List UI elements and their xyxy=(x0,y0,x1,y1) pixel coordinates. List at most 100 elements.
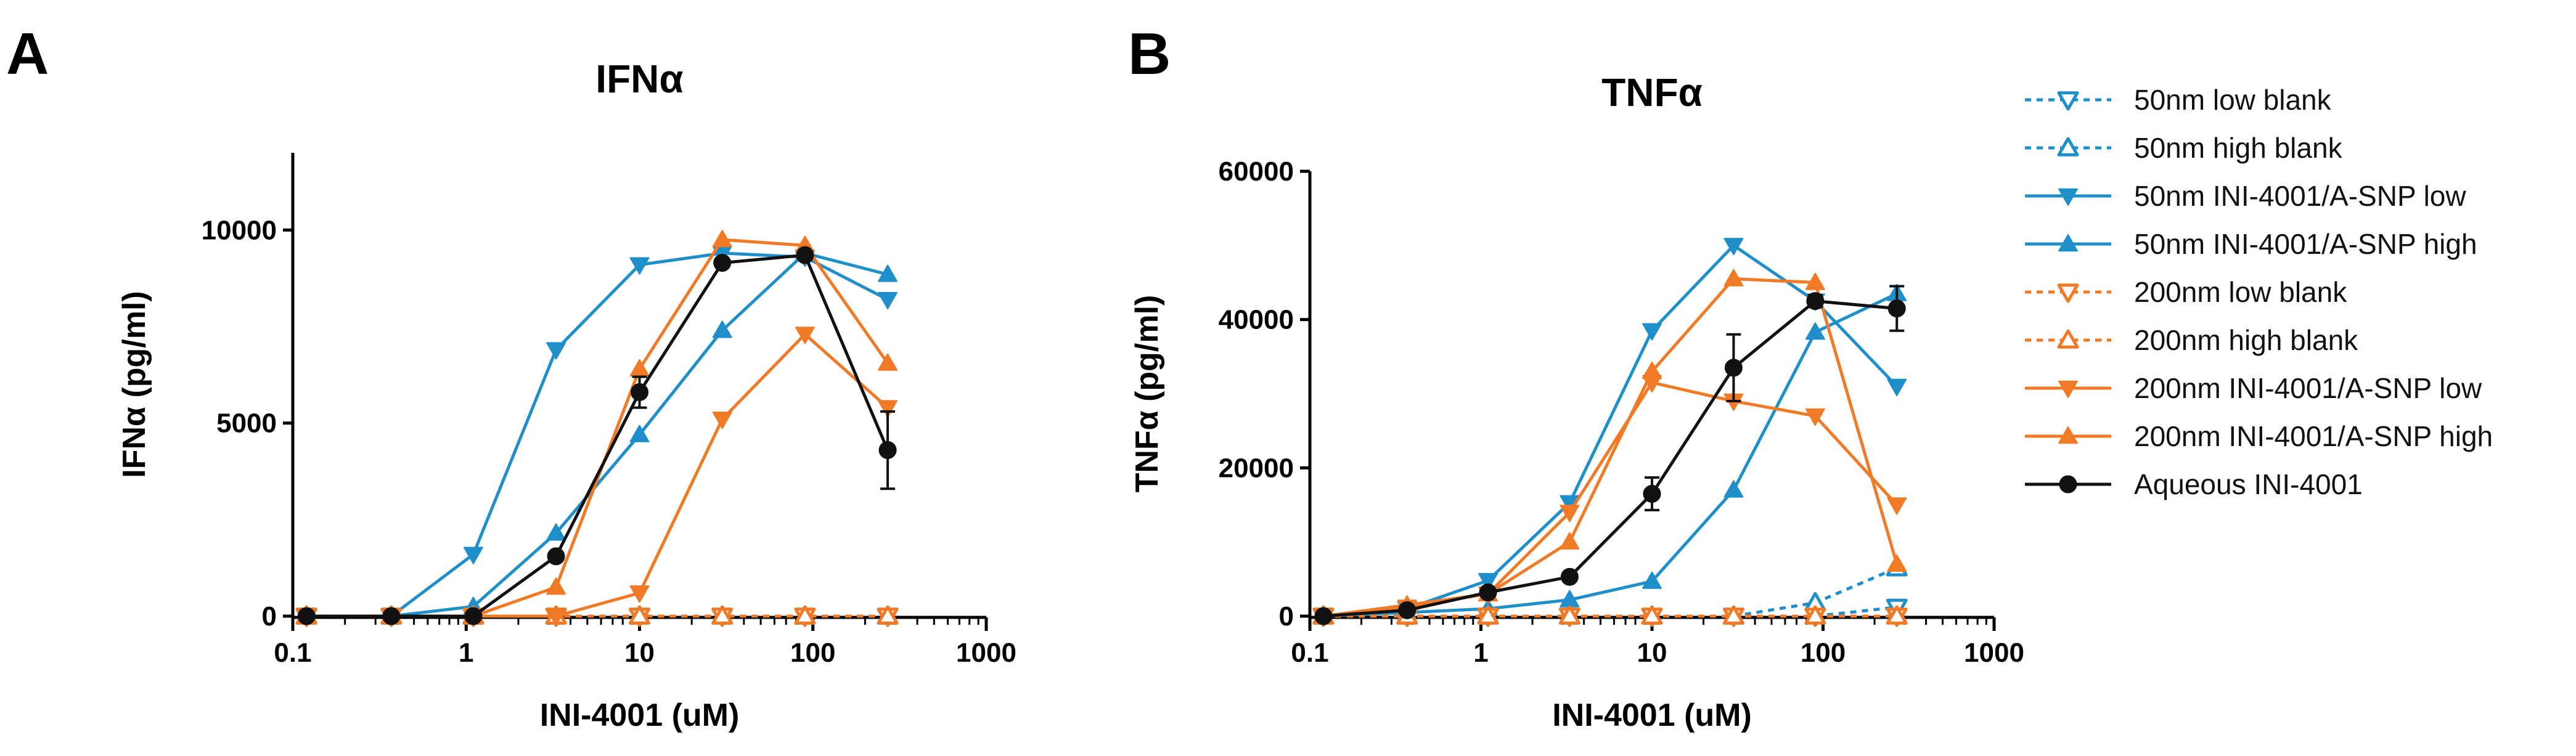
y-axis-label: TNFα (pg/ml) xyxy=(1129,295,1165,493)
data-point xyxy=(546,577,566,595)
data-point xyxy=(1805,408,1825,426)
data-point xyxy=(878,441,897,460)
y-axis-label: IFNα (pg/ml) xyxy=(117,291,152,478)
data-point xyxy=(1804,605,1826,625)
legend-marker xyxy=(2058,188,2078,206)
data-point xyxy=(631,383,648,402)
legend-item-200nm-low-blank: 200nm low blank xyxy=(2025,276,2347,308)
series-line xyxy=(306,253,889,618)
data-point xyxy=(1723,238,1744,256)
data-point xyxy=(796,246,814,264)
data-point xyxy=(1558,605,1580,625)
data-point xyxy=(1806,292,1825,311)
data-point xyxy=(1479,583,1497,601)
y-tick-label: 0 xyxy=(1279,601,1294,632)
legend-item-200nm-high-blank: 200nm high blank xyxy=(2025,324,2358,356)
data-point xyxy=(1641,605,1663,625)
data-point xyxy=(1887,378,1907,396)
legend-marker xyxy=(2058,380,2078,398)
series-line xyxy=(1323,299,1897,618)
data-point xyxy=(1805,272,1825,290)
x-tick-label: 1000 xyxy=(956,638,1016,668)
legend-label: 50nm high blank xyxy=(2134,132,2343,164)
y-tick-label: 60000 xyxy=(1219,156,1294,187)
chart-ifn-alpha: IFNα 0 5000 10000 0.1 1 10 100 1000 INI-4001 (uM)… xyxy=(117,57,1016,733)
data-point xyxy=(1886,605,1908,625)
data-point xyxy=(712,320,732,338)
chart-title: IFNα xyxy=(595,57,683,101)
series-50nm-ini-4001-a-snp-low xyxy=(296,245,898,626)
data-point xyxy=(382,607,401,625)
data-point xyxy=(711,605,734,625)
legend-item-200nm-ini-4001-a-snp-low: 200nm INI-4001/A-SNP low xyxy=(2025,372,2482,404)
x-tick-label: 10 xyxy=(1637,638,1667,668)
x-axis-label: INI-4001 (uM) xyxy=(540,697,740,733)
legend-label: 50nm low blank xyxy=(2134,84,2332,116)
data-point xyxy=(795,327,815,344)
legend-label: 200nm INI-4001/A-SNP high xyxy=(2134,420,2493,452)
x-tick-label: 10 xyxy=(624,638,655,668)
data-point xyxy=(546,342,566,360)
legend-marker xyxy=(2057,91,2079,111)
data-point xyxy=(546,523,566,541)
legend-marker xyxy=(2057,283,2079,303)
x-tick-label: 1000 xyxy=(1964,638,2024,668)
x-tick-label: 1 xyxy=(459,638,473,668)
data-point xyxy=(1723,480,1744,498)
legend-item-aqueous-ini-4001: Aqueous INI-4001 xyxy=(2025,468,2363,500)
data-point xyxy=(1887,497,1907,515)
legend-marker xyxy=(2057,137,2079,156)
data-point xyxy=(464,607,483,625)
series-line xyxy=(306,251,888,618)
legend-label: Aqueous INI-4001 xyxy=(2134,468,2363,500)
data-point xyxy=(1642,361,1662,380)
x-tick-label: 1 xyxy=(1473,638,1488,668)
legend-label: 200nm INI-4001/A-SNP low xyxy=(2134,372,2482,404)
data-point xyxy=(1723,269,1744,287)
data-point xyxy=(1478,572,1498,591)
series-aqueous-ini-4001 xyxy=(297,246,897,625)
x-tick-label: 0.1 xyxy=(274,638,311,668)
data-point xyxy=(1642,571,1662,589)
data-point xyxy=(1887,299,1906,318)
series-line xyxy=(1323,277,1899,618)
series-50nm-ini-4001-a-snp-high xyxy=(1313,283,1907,624)
y-tick-label: 40000 xyxy=(1219,305,1294,335)
data-point xyxy=(878,400,898,418)
panel-letter-b: B xyxy=(1128,21,1171,87)
series-50nm-ini-4001-a-snp-high xyxy=(296,243,898,624)
legend-marker xyxy=(2059,475,2077,494)
data-point xyxy=(629,425,650,442)
data-point xyxy=(712,412,732,429)
data-point xyxy=(1398,601,1417,619)
legend-label: 200nm high blank xyxy=(2134,324,2358,356)
x-tick-label: 0.1 xyxy=(1291,638,1328,668)
data-point xyxy=(1560,505,1580,522)
data-point xyxy=(1724,359,1743,377)
series-aqueous-ini-4001 xyxy=(1314,285,1906,625)
legend-marker xyxy=(2057,329,2079,349)
data-point xyxy=(629,359,650,377)
chart-title: TNFα xyxy=(1601,70,1703,115)
series-line xyxy=(306,238,889,618)
y-tick-label: 20000 xyxy=(1219,453,1294,483)
data-point xyxy=(878,264,898,282)
series-200nm-ini-4001-a-snp-low xyxy=(1313,375,1907,626)
data-point xyxy=(546,608,566,626)
y-tick-label: 5000 xyxy=(216,408,277,439)
data-point xyxy=(1477,605,1499,625)
data-point xyxy=(1805,322,1825,340)
data-point xyxy=(794,605,816,625)
data-point xyxy=(713,254,732,272)
data-point xyxy=(1560,532,1580,550)
legend-item-50nm-high-blank: 50nm high blank xyxy=(2025,132,2343,164)
legend-marker xyxy=(2058,426,2078,444)
data-point xyxy=(878,291,898,310)
legend-item-50nm-low-blank: 50nm low blank xyxy=(2025,84,2332,116)
legend-item-50nm-ini-4001-a-snp-low: 50nm INI-4001/A-SNP low xyxy=(2025,180,2466,212)
data-point xyxy=(629,585,650,603)
series-line xyxy=(1323,292,1898,618)
x-axis-label: INI-4001 (uM) xyxy=(1552,697,1752,733)
data-point xyxy=(1722,605,1744,625)
